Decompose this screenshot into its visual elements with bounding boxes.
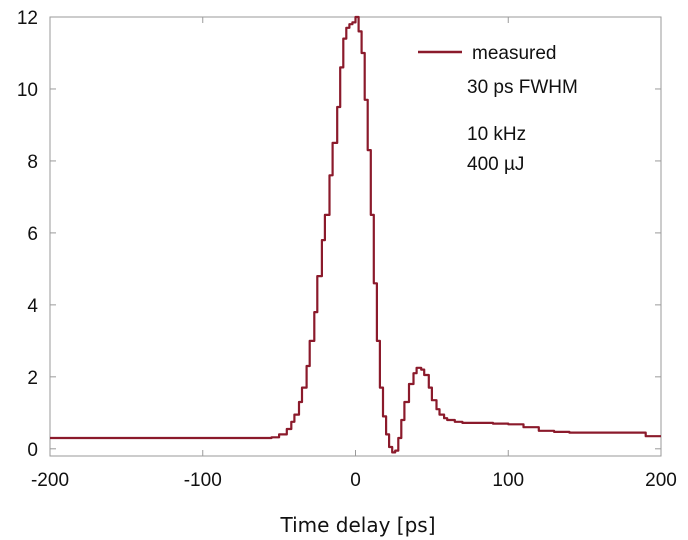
- x-tick-label: -200: [31, 470, 69, 491]
- annotation-rep-rate: 10 kHz: [467, 124, 526, 145]
- x-tick-label: 0: [350, 470, 361, 491]
- annotation-fwhm: 30 ps FWHM: [467, 77, 578, 98]
- y-tick-label: 0: [27, 440, 38, 461]
- y-tick-label: 8: [27, 152, 38, 173]
- series-group: [50, 15, 661, 454]
- annotations: 30 ps FWHM 10 kHz 400 µJ: [467, 77, 578, 175]
- tick-marks: [49, 16, 662, 456]
- x-tick-label: -100: [184, 470, 222, 491]
- series-line-measured: [50, 15, 661, 454]
- y-tick-label: 6: [27, 224, 38, 245]
- y-tick-label: 10: [17, 80, 38, 101]
- y-tick-labels: 0 2 4 6 8 10 12: [17, 8, 39, 461]
- annotation-pulse-energy: 400 µJ: [467, 154, 524, 175]
- y-tick-label: 12: [17, 8, 38, 29]
- x-tick-label: 200: [645, 470, 677, 491]
- y-tick-label: 4: [27, 296, 38, 317]
- x-axis-title: Time delay [ps]: [279, 513, 435, 537]
- y-tick-label: 2: [27, 368, 38, 389]
- x-tick-label: 100: [492, 470, 524, 491]
- legend-label-measured: measured: [472, 43, 557, 64]
- legend: measured: [418, 43, 557, 64]
- x-tick-labels: -200 -100 0 100 200: [31, 470, 677, 491]
